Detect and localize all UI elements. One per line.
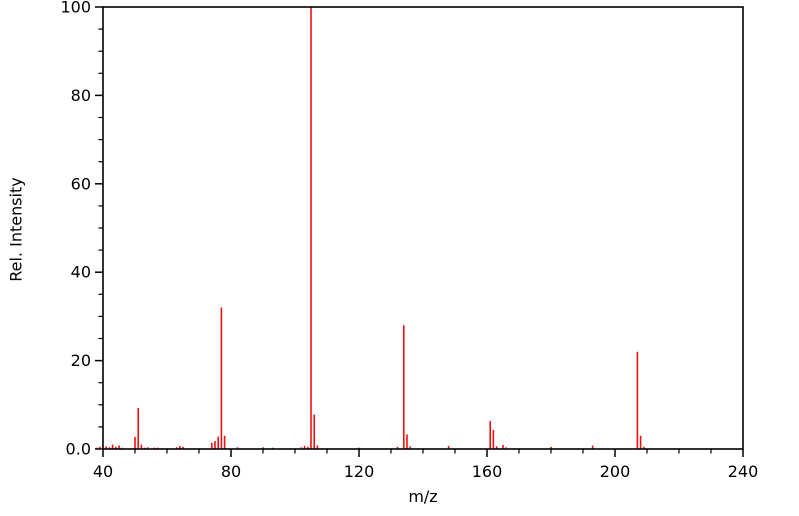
x-tick-label: 200 (600, 462, 631, 481)
y-axis-title: Rel. Intensity (6, 177, 26, 282)
y-tick-label: 20 (71, 351, 91, 370)
x-tick-label: 80 (221, 462, 241, 481)
y-tick-label: 40 (71, 263, 91, 282)
x-tick-label: 160 (472, 462, 503, 481)
x-tick-label: 40 (93, 462, 113, 481)
y-tick-label: 0.0 (66, 440, 91, 459)
plot-frame (102, 6, 744, 450)
y-tick-label: 100 (60, 0, 91, 17)
y-tick-label: 80 (71, 86, 91, 105)
x-tick-label: 120 (344, 462, 375, 481)
x-axis-title: m/z (408, 487, 438, 506)
y-tick-label: 60 (71, 174, 91, 193)
x-tick-label: 240 (728, 462, 759, 481)
